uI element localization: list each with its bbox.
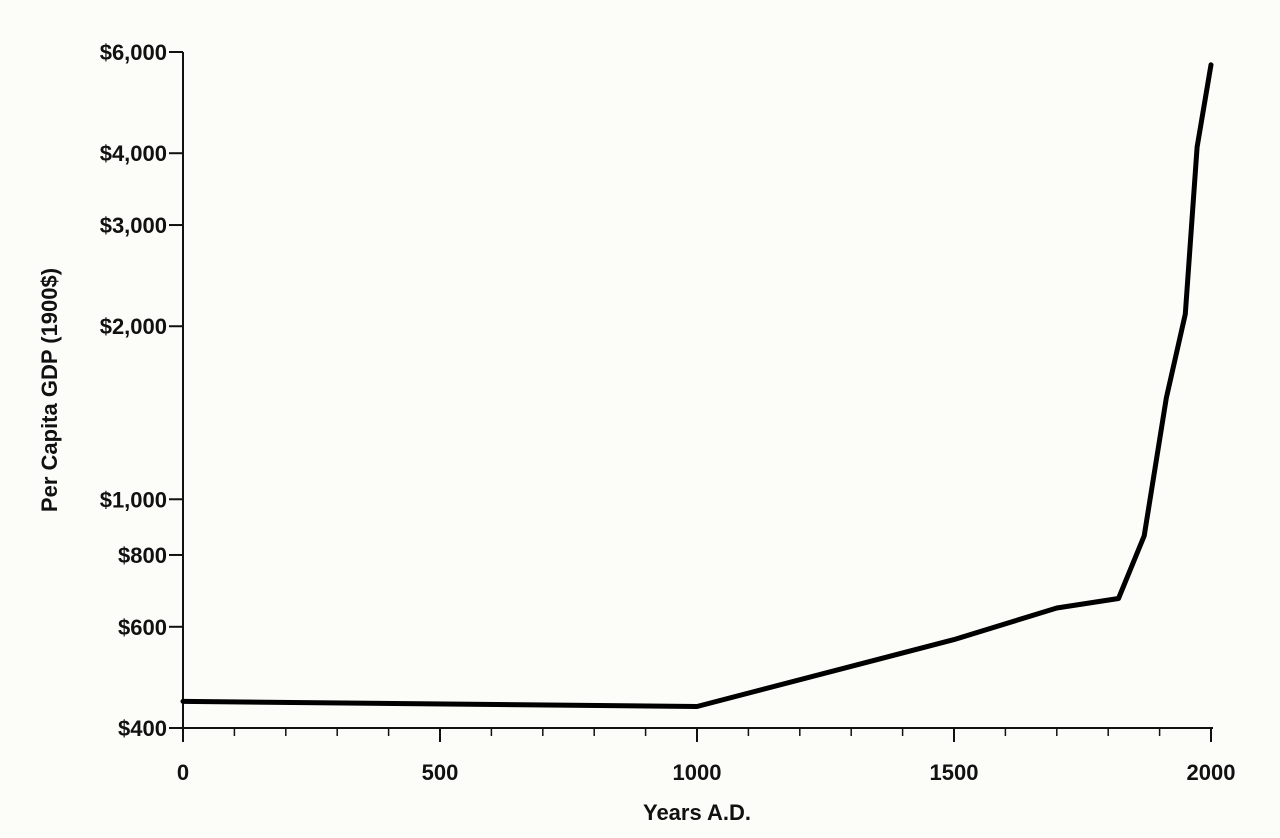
series-line bbox=[180, 62, 1214, 709]
x-axis-title: Years A.D. bbox=[643, 800, 751, 825]
x-tick-label: 500 bbox=[422, 760, 459, 785]
y-tick-label: $1,000 bbox=[100, 487, 167, 512]
x-tick-label: 0 bbox=[177, 760, 189, 785]
x-tick-label: 2000 bbox=[1187, 760, 1236, 785]
y-axis-title: Per Capita GDP (1900$) bbox=[37, 268, 62, 512]
y-tick-label: $2,000 bbox=[100, 314, 167, 339]
y-tick-label: $400 bbox=[118, 716, 167, 741]
x-tick-label: 1500 bbox=[930, 760, 979, 785]
y-axis: $400 $600 $800 $1,000 $2,000 $3,000 $4,000 $6,0… bbox=[100, 40, 184, 741]
series-layer bbox=[180, 62, 1214, 709]
y-tick-label: $600 bbox=[118, 615, 167, 640]
y-tick-label: $4,000 bbox=[100, 141, 167, 166]
x-axis: 0 500 1000 1500 2000 bbox=[177, 727, 1236, 785]
y-tick-label: $800 bbox=[118, 543, 167, 568]
y-tick-label: $3,000 bbox=[100, 213, 167, 238]
y-tick-label: $6,000 bbox=[100, 40, 167, 65]
x-tick-label: 1000 bbox=[673, 760, 722, 785]
